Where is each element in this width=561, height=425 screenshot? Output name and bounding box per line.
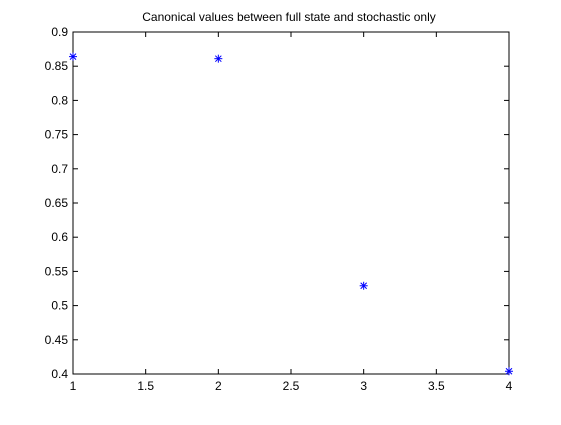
x-tick-label: 3 [360, 379, 367, 393]
x-tick-label: 2 [215, 379, 222, 393]
y-tick-label: 0.45 [45, 333, 69, 347]
data-points [69, 52, 513, 376]
y-tick-label: 0.65 [45, 196, 69, 210]
y-tick-label: 0.85 [45, 59, 69, 73]
x-tick-label: 3.5 [428, 379, 445, 393]
y-tick-label: 0.8 [51, 93, 68, 107]
x-tick-label: 4 [506, 379, 513, 393]
data-point-marker [214, 54, 223, 63]
y-tick-label: 0.55 [45, 264, 69, 278]
data-point-marker [505, 367, 513, 376]
x-axis-ticks: 1 1.5 2 2.5 3 3.5 4 [70, 32, 513, 393]
x-tick-label: 2.5 [283, 379, 300, 393]
data-point-marker [69, 52, 77, 61]
x-tick-label: 1.5 [137, 379, 154, 393]
y-tick-label: 0.7 [51, 162, 68, 176]
plot-area [72, 31, 510, 375]
y-tick-label: 0.4 [51, 367, 68, 381]
y-tick-label: 0.75 [45, 128, 69, 142]
y-tick-label: 0.6 [51, 230, 68, 244]
y-axis-ticks: 0.4 0.45 0.5 0.55 0.6 0.65 0.7 0.75 0.8 0.85 0.9 [45, 25, 509, 381]
x-tick-label: 1 [70, 379, 77, 393]
chart-title: Canonical values between full state and … [142, 10, 436, 24]
y-tick-label: 0.9 [51, 25, 68, 39]
y-tick-label: 0.5 [51, 299, 68, 313]
data-point-marker [359, 281, 368, 290]
